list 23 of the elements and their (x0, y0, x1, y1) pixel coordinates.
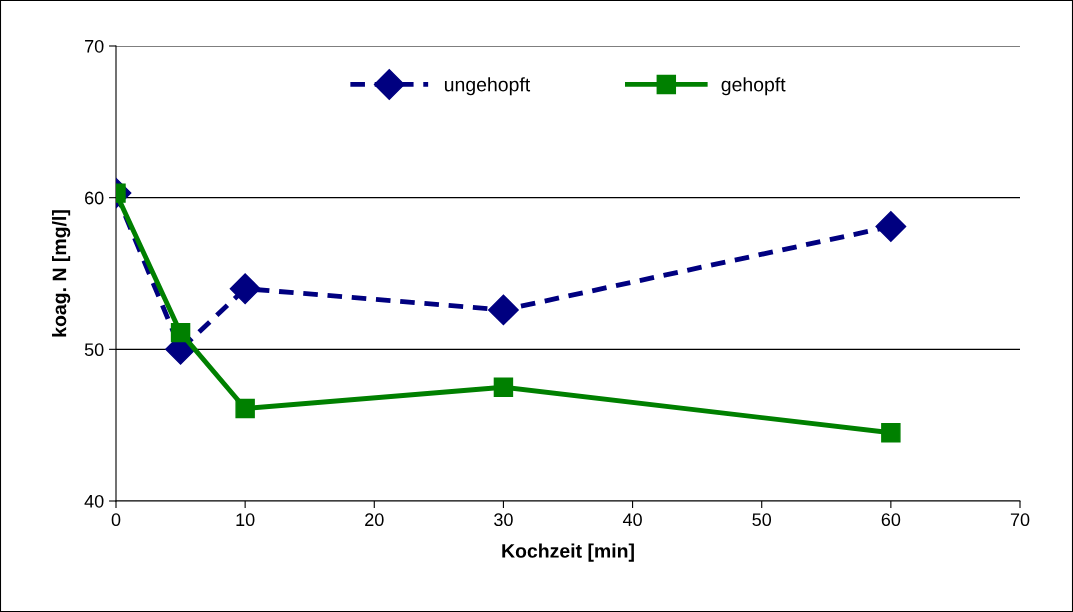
x-tick-label: 50 (752, 513, 772, 527)
y-tick-label: 60 (85, 191, 104, 205)
x-axis-title: Kochzeit [min] (502, 543, 634, 562)
x-tick-label: 30 (494, 513, 513, 527)
x-tick-label: 40 (622, 513, 642, 527)
point (875, 211, 907, 242)
point (488, 294, 519, 326)
y-tick-label: 70 (85, 39, 104, 53)
point (881, 423, 901, 443)
legend-label: gehopft (721, 77, 786, 96)
point (493, 377, 514, 397)
legend-label: ungehopft (444, 77, 531, 96)
x-tick-label: 20 (365, 513, 384, 527)
y-tick-label: 40 (84, 494, 104, 508)
x-tick-label: 70 (1010, 513, 1030, 527)
point (229, 273, 261, 305)
point (170, 322, 191, 343)
y-axis-title: koag. N [mg/l] (52, 210, 71, 337)
point (235, 398, 255, 419)
x-tick-label: 60 (881, 513, 901, 527)
y-tick-label: 50 (84, 343, 104, 357)
x-tick-label: 0 (111, 513, 121, 527)
x-tick-label: 10 (236, 513, 255, 527)
